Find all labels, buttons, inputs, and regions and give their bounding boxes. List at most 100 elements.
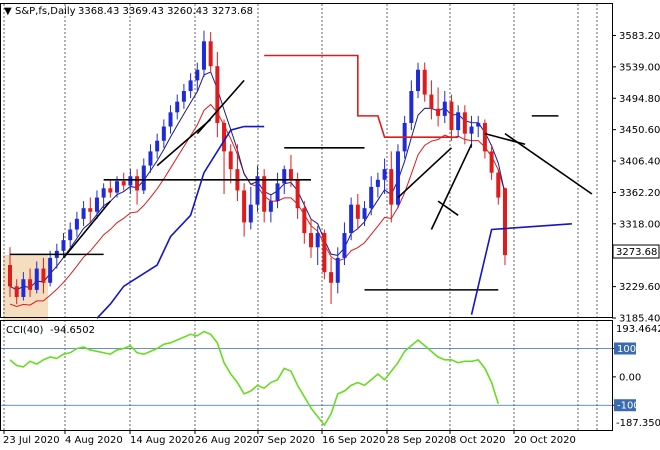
candle-up (94, 197, 99, 212)
cci-level-badge (614, 399, 636, 412)
candle-up (34, 268, 39, 290)
candle-up (349, 204, 354, 234)
candle-down (41, 268, 46, 283)
candle-down (295, 179, 300, 209)
cci-axis-max: 193.4642 (616, 324, 660, 335)
price-tick-label: 3229.60 (619, 282, 660, 293)
candle-down (429, 94, 434, 109)
candle-up (81, 208, 86, 219)
candle-up (128, 176, 133, 186)
candle-up (188, 80, 193, 92)
candle-up (101, 188, 106, 198)
candle-up (195, 69, 200, 81)
candle-down (222, 122, 227, 152)
candle-down (502, 188, 507, 256)
candle-up (335, 257, 340, 283)
candle-up (476, 122, 481, 127)
cci-value: -94.6502 (50, 325, 95, 336)
candle-up (369, 186, 374, 209)
candle-down (436, 108, 441, 116)
trend-line (264, 54, 459, 138)
candle-down (108, 188, 113, 193)
date-label: 7 Sep 2020 (258, 435, 315, 446)
trend-line (397, 147, 453, 199)
candle-up (282, 169, 287, 184)
candle-up (68, 229, 73, 241)
candle-up (168, 112, 173, 127)
candle-up (148, 151, 153, 166)
triangle-icon: ▼ (4, 6, 12, 17)
candle-up (362, 208, 367, 219)
trend-line (196, 79, 245, 135)
candle-down (389, 169, 394, 205)
price-tick-label: 3583.20 (619, 31, 660, 42)
candle-down (329, 272, 334, 283)
candle-up (141, 165, 146, 191)
price-tick-label: 3539.00 (619, 62, 660, 73)
trend-line (96, 125, 265, 319)
candle-down (208, 41, 213, 67)
candle-up (255, 176, 260, 205)
price-tick-label: 3318.00 (619, 219, 660, 230)
candle-down (228, 151, 233, 170)
date-label: 26 Aug 2020 (195, 435, 259, 446)
price-tick-label: 3494.80 (619, 94, 660, 105)
candle-down (422, 69, 427, 95)
candle-up (201, 41, 206, 70)
date-label: 4 Aug 2020 (65, 435, 123, 446)
current-price-label: 3273.68 (616, 247, 657, 258)
price-tick-label: 3362.20 (619, 188, 660, 199)
candle-down (215, 66, 220, 123)
candle-down (135, 176, 140, 191)
candle-up (155, 140, 160, 152)
candle-up (382, 169, 387, 180)
candle-down (28, 279, 33, 290)
cci-level-label: 0.00 (619, 372, 641, 383)
candle-down (88, 208, 93, 212)
candle-down (14, 286, 19, 297)
candle-down (121, 181, 126, 186)
candle-down (355, 204, 360, 219)
price-tick-label: 3185.40 (619, 314, 660, 325)
cci-level-badge (614, 342, 636, 355)
candle-down (449, 101, 454, 131)
candle-down (242, 190, 247, 223)
trend-line (437, 200, 459, 216)
candlesticks (8, 30, 507, 305)
date-label: 14 Aug 2020 (130, 435, 194, 446)
candle-up (416, 69, 421, 92)
candle-up (315, 233, 320, 248)
date-label: 16 Sep 2020 (322, 435, 385, 446)
date-label: 23 Jul 2020 (3, 435, 60, 446)
candle-down (496, 172, 501, 198)
date-label: 28 Sep 2020 (387, 435, 450, 446)
candle-up (175, 101, 180, 113)
symbol-label: S&P,fs,Daily (15, 6, 76, 17)
candle-up (181, 91, 186, 102)
candle-up (268, 201, 273, 212)
candle-down (262, 176, 267, 212)
candle-up (395, 151, 400, 205)
candle-down (288, 169, 293, 180)
candle-down (8, 265, 12, 287)
candle-up (456, 112, 461, 131)
price-tick-label: 3406.40 (619, 157, 660, 168)
date-axis: 23 Jul 2020 4 Aug 2020 14 Aug 2020 26 Aug 2… (3, 430, 576, 446)
candle-up (21, 279, 26, 297)
candle-up (442, 101, 447, 116)
candle-up (74, 218, 79, 230)
current-price-box (612, 244, 660, 259)
vertical-gridlines (3, 4, 598, 430)
trend-lines (10, 54, 593, 319)
date-label: 8 Oct 2020 (450, 435, 505, 446)
candle-down (309, 233, 313, 248)
candle-down (322, 233, 327, 273)
trend-line (470, 223, 572, 315)
candle-up (342, 233, 347, 258)
cci-label: CCI(40) (6, 325, 44, 336)
price-panel-frame (0, 3, 613, 318)
candle-up (161, 126, 166, 141)
cci-line (9, 330, 500, 427)
trend-line (504, 132, 593, 195)
